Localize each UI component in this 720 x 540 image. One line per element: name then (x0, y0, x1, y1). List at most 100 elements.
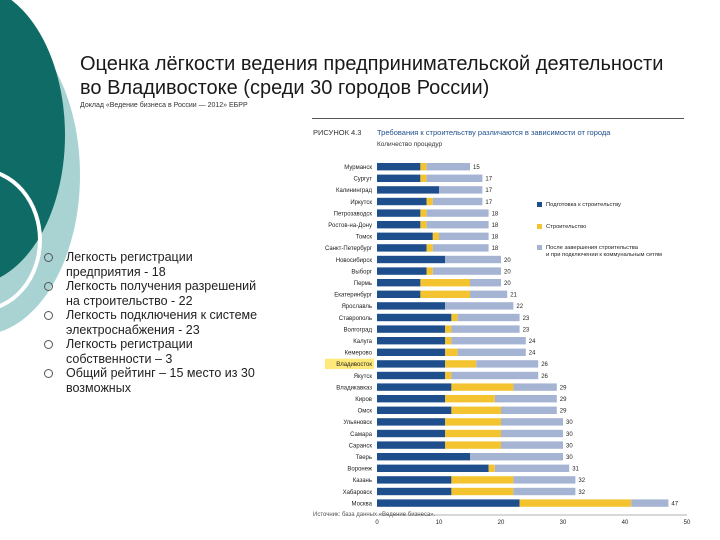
bar-segment (451, 371, 539, 380)
category-label: Выборг (351, 269, 372, 275)
bullet-item: Легкость регистрации предприятия - 18 (44, 250, 259, 279)
decor-white-ring (0, 171, 42, 309)
total-label: 22 (516, 304, 523, 310)
bar-segment (439, 232, 489, 240)
bar-segment (420, 163, 427, 171)
total-label: 20 (504, 269, 511, 275)
total-label: 30 (566, 432, 573, 438)
bar-segment (426, 174, 483, 182)
circle-bullet-icon (44, 253, 53, 262)
category-label: Якутск (354, 374, 373, 380)
total-label: 32 (578, 478, 585, 484)
bar-segment (513, 476, 576, 484)
bar-segment (445, 325, 452, 333)
category-label: Владивосток (336, 362, 372, 368)
decor-dark-circle (0, 0, 65, 278)
bar-segment (377, 395, 446, 403)
bar-segment (451, 325, 520, 333)
bar-segment (377, 406, 452, 414)
category-label: Калуга (353, 339, 372, 345)
chart-title: Требования к строительству различаются в… (377, 128, 611, 137)
total-label: 18 (492, 235, 499, 241)
category-label: Москва (352, 501, 373, 507)
bar-segment (426, 197, 433, 206)
bullet-text: Легкость получения разрешений на строите… (66, 279, 257, 308)
bar-segment (445, 360, 477, 368)
bullet-item: Легкость подключения к системе электросн… (44, 308, 259, 337)
total-label: 23 (523, 327, 530, 333)
bar-segment (432, 197, 483, 206)
total-label: 24 (529, 339, 536, 345)
total-label: 17 (485, 177, 492, 183)
bar-segment (426, 244, 433, 252)
bar-segment (426, 221, 489, 229)
bar-segment (377, 255, 446, 264)
bar-segment (377, 383, 452, 391)
bullet-list: Легкость регистрации предприятия - 18 Ле… (44, 250, 259, 395)
legend-swatch (537, 245, 542, 250)
total-label: 32 (578, 490, 585, 496)
bar-segment (377, 464, 489, 472)
bar-segment (420, 209, 427, 217)
total-label: 20 (504, 281, 511, 287)
circle-bullet-icon (44, 369, 53, 378)
total-label: 20 (504, 258, 511, 264)
x-tick-label: 0 (375, 520, 379, 524)
category-label: Саранск (349, 443, 373, 449)
bar-segment (377, 302, 446, 310)
bar-segment (377, 197, 427, 206)
total-label: 30 (566, 455, 573, 461)
bar-segment (377, 279, 421, 287)
bar-segment (432, 267, 501, 275)
bar-segment (377, 186, 439, 194)
bar-segment (377, 476, 452, 484)
bar-segment (377, 325, 446, 333)
x-tick-label: 20 (498, 520, 505, 524)
bar-segment (470, 453, 563, 461)
total-label: 29 (560, 385, 567, 391)
chart-plot-area: Мурманск 15 Сургут 17 Калининград 17 Иркутск 17… (325, 163, 691, 524)
bar-segment (445, 418, 501, 426)
total-label: 47 (671, 501, 678, 507)
bar-segment (445, 348, 458, 356)
bar-segment (451, 313, 458, 322)
category-label: Омск (358, 409, 373, 415)
total-label: 15 (473, 165, 480, 171)
total-label: 30 (566, 443, 573, 449)
bar-segment (377, 429, 446, 438)
x-tick-label: 10 (436, 520, 443, 524)
bar-segment (377, 441, 446, 449)
total-label: 30 (566, 420, 573, 426)
chart-subtitle: Количество процедур (377, 141, 443, 148)
bullet-item: Легкость регистрации собственности – 3 (44, 337, 259, 366)
category-label: Волгоград (344, 327, 373, 333)
bullet-item: Общий рейтинг – 15 место из 30 возможных (44, 366, 259, 395)
bar-segment (445, 395, 495, 403)
circle-bullet-icon (44, 340, 53, 349)
bar-segment (451, 487, 514, 496)
bar-segment (445, 371, 452, 380)
bar-segment (426, 163, 470, 171)
bar-segment (445, 441, 501, 449)
bar-segment (377, 348, 446, 356)
bar-segment (445, 337, 452, 345)
bar-segment (439, 186, 483, 194)
bar-segment (501, 418, 563, 426)
category-label: Петрозаводск (334, 211, 373, 217)
bar-segment (432, 244, 489, 252)
slide-title: Оценка лёгкости ведения предпринимательс… (80, 52, 700, 100)
bar-segment (445, 302, 514, 310)
circle-bullet-icon (44, 311, 53, 320)
category-label: Сургут (353, 177, 372, 183)
bullet-text: Легкость подключения к системе электросн… (66, 308, 258, 337)
bar-segment (432, 232, 439, 240)
bar-segment (451, 337, 526, 345)
category-label: Тверь (356, 455, 372, 461)
category-label: Ставрополь (339, 316, 372, 322)
bar-segment (451, 406, 501, 414)
category-label: Казань (353, 478, 372, 484)
category-label: Кемерово (345, 351, 373, 357)
bar-segment (457, 313, 520, 322)
category-label: Калининград (336, 188, 373, 194)
bar-segment (470, 279, 501, 287)
